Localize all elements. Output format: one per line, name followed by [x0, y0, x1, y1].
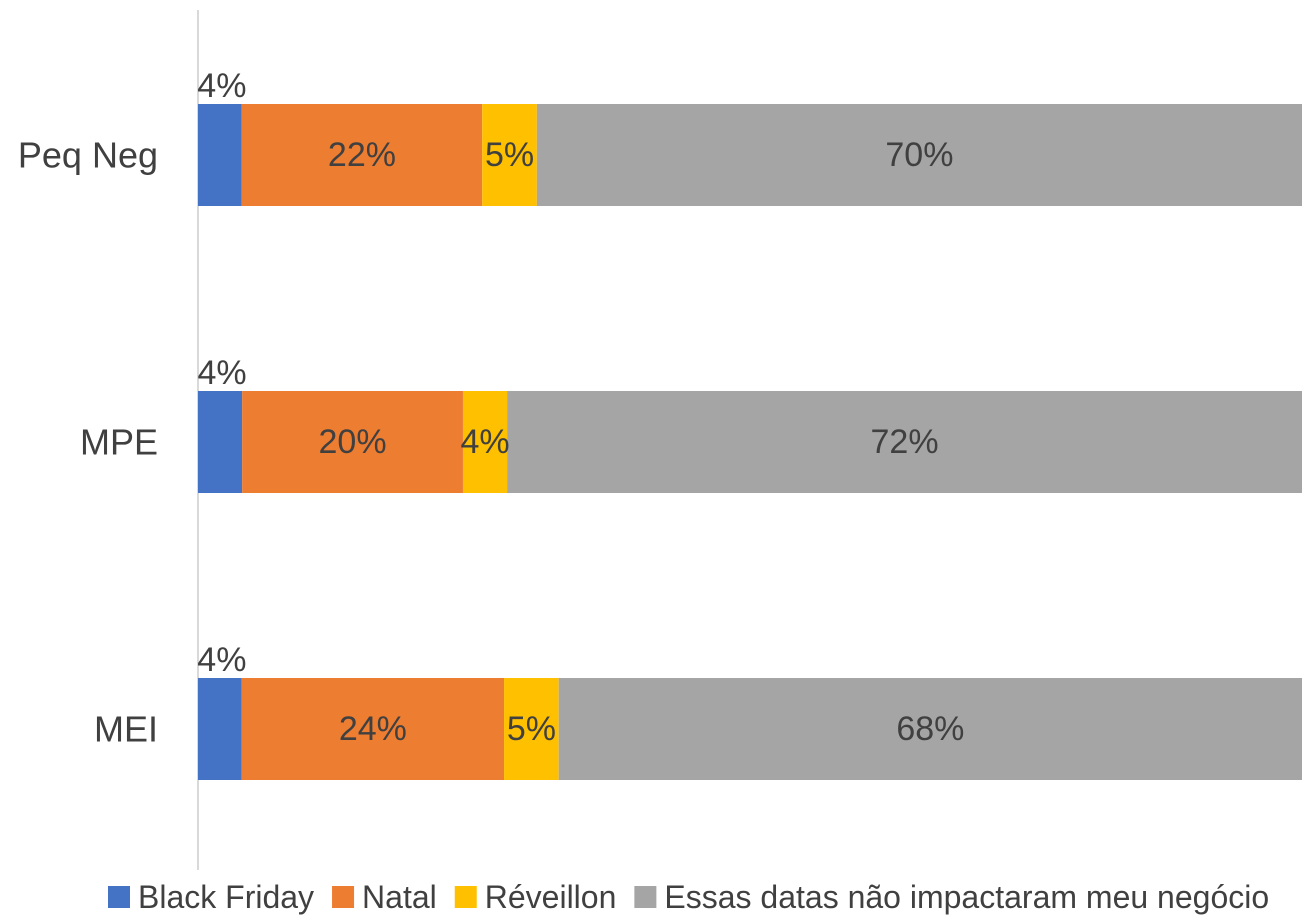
legend-label-reveillon: Réveillon: [485, 879, 617, 915]
legend-item-essas-datas-nao-impactaram-meu-negocio: Essas datas não impactaram meu negócio: [634, 879, 1269, 915]
legend-label-natal: Natal: [362, 879, 437, 915]
bar-segment-natal-mpe: [242, 391, 463, 493]
legend-item-natal: Natal: [332, 879, 437, 915]
data-label-reveillon-peq-neg: 5%: [485, 136, 534, 174]
legend-item-black-friday: Black Friday: [108, 879, 314, 915]
bar-segment-essas-datas-nao-impactaram-meu-negocio-mei: [558, 678, 1302, 780]
labels-layer: Peq Neg 4% 22% 5% 70% MPE 4% 20% 4% 72% MEI 4% 24% 5%…: [18, 67, 964, 750]
data-label-essas-datas-nao-impactaram-meu-negocio-mei: 68%: [896, 710, 964, 748]
legend-swatch-reveillon: [454, 886, 477, 908]
category-label-peq-neg: Peq Neg: [18, 135, 158, 176]
data-label-reveillon-mpe: 4%: [460, 423, 509, 461]
bar-segment-natal-peq-neg: [241, 104, 483, 206]
bar-segment-black-friday-peq-neg: [198, 104, 242, 206]
bar-segment-essas-datas-nao-impactaram-meu-negocio-mpe: [507, 391, 1302, 493]
data-label-reveillon-mei: 5%: [507, 710, 556, 748]
bar-segment-black-friday-mpe: [198, 391, 243, 493]
legend-swatch-essas-datas-nao-impactaram-meu-negocio: [634, 886, 657, 908]
bar-segment-reveillon-mpe: [462, 391, 508, 493]
legend-swatch-black-friday: [108, 886, 130, 908]
category-label-mpe: MPE: [80, 422, 158, 463]
bar-segment-black-friday-mei: [198, 678, 242, 780]
category-label-mei: MEI: [94, 709, 158, 750]
bar-segment-reveillon-mei: [504, 678, 559, 780]
data-label-natal-mei: 24%: [339, 710, 407, 748]
legend: Black Friday Natal Réveillon Essas datas nã…: [108, 879, 1269, 915]
legend-swatch-natal: [332, 886, 355, 908]
legend-label-essas-datas-nao-impactaram-meu-negocio: Essas datas não impactaram meu negócio: [664, 879, 1269, 915]
bar-segment-essas-datas-nao-impactaram-meu-negocio-peq-neg: [536, 104, 1302, 206]
data-label-black-friday-mpe: 4%: [198, 354, 247, 392]
legend-item-reveillon: Réveillon: [454, 879, 617, 915]
legend-label-black-friday: Black Friday: [138, 879, 314, 915]
data-label-essas-datas-nao-impactaram-meu-negocio-mpe: 72%: [871, 423, 939, 461]
data-label-natal-mpe: 20%: [319, 423, 387, 461]
data-label-black-friday-mei: 4%: [197, 641, 246, 679]
bar-segment-natal-mei: [241, 678, 505, 780]
data-label-essas-datas-nao-impactaram-meu-negocio-peq-neg: 70%: [885, 136, 953, 174]
bar-segment-reveillon-peq-neg: [482, 104, 537, 206]
data-label-natal-peq-neg: 22%: [328, 136, 396, 174]
data-label-black-friday-peq-neg: 4%: [197, 67, 246, 105]
bars-layer: [198, 104, 1302, 780]
